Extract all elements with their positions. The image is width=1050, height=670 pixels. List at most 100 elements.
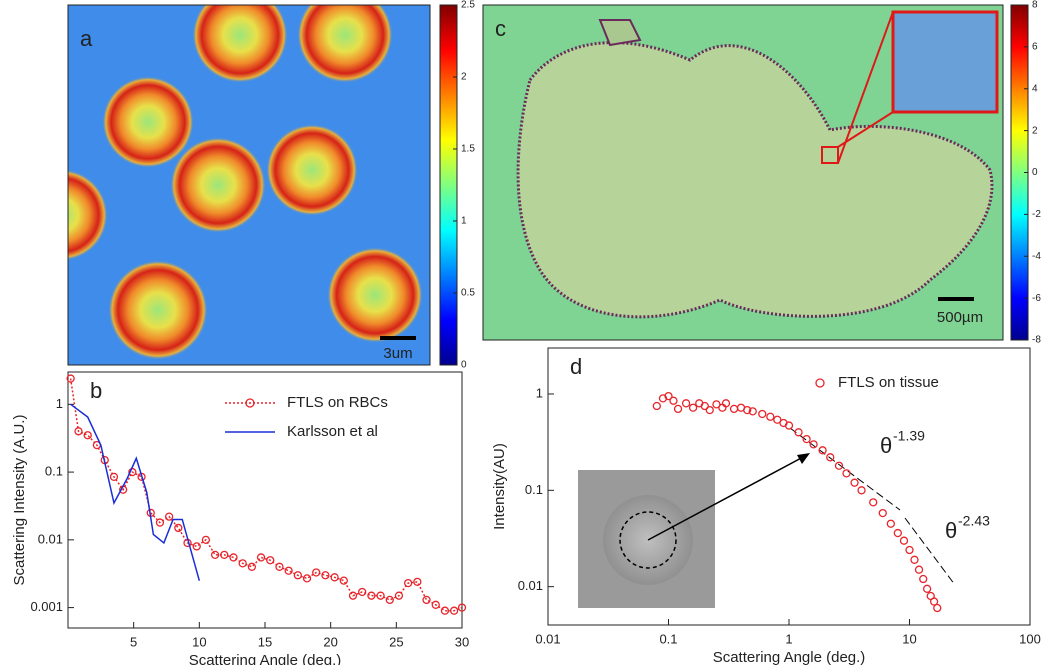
x-tick-label: 20 — [323, 634, 337, 649]
y-axis-label: Intensity(AU) — [491, 443, 508, 530]
data-point — [688, 403, 698, 412]
scale-bar-label: 500µm — [937, 309, 983, 326]
data-point — [174, 523, 183, 533]
colorbar-tick-label: 0.5 — [461, 288, 475, 299]
y-tick-label: 0.01 — [518, 578, 543, 593]
panel-label: b — [90, 378, 102, 403]
data-point — [905, 545, 914, 555]
data-point — [321, 571, 330, 580]
data-point — [348, 591, 358, 600]
data-point — [394, 591, 404, 600]
image-a — [68, 5, 430, 365]
y-axis-label: Scattering Intensity (A.U.) — [11, 415, 28, 586]
data-point — [826, 453, 835, 462]
scale-bar-label: 3um — [383, 345, 412, 362]
data-point — [74, 427, 83, 436]
x-axis-label: Scattering Angle (deg.) — [189, 652, 342, 665]
data-point — [929, 597, 939, 606]
data-point — [743, 405, 752, 415]
x-tick-label: 100 — [1019, 631, 1041, 646]
data-point — [422, 595, 431, 605]
x-tick-label: 25 — [389, 634, 403, 649]
data-point — [404, 578, 413, 588]
data-point — [773, 415, 782, 424]
data-point — [201, 535, 211, 544]
y-tick-label: 1 — [56, 396, 63, 411]
data-point — [834, 461, 844, 470]
data-point — [758, 409, 767, 419]
data-point — [440, 606, 450, 615]
annotation: θ — [945, 518, 957, 543]
data-point — [850, 478, 859, 487]
data-point — [809, 440, 818, 449]
data-point — [330, 573, 339, 582]
image-c — [483, 5, 1003, 340]
data-point — [878, 508, 887, 518]
data-point — [899, 536, 909, 545]
data-point — [109, 472, 119, 482]
y-tick-label: 0.01 — [38, 531, 63, 546]
x-tick-label: 10 — [902, 631, 916, 646]
x-tick-label: 0.01 — [535, 631, 560, 646]
colorbar-tick-label: 2.5 — [461, 0, 475, 11]
data-point — [266, 556, 275, 565]
data-point — [914, 565, 924, 574]
data-point — [910, 555, 919, 564]
data-point — [256, 553, 266, 562]
data-point — [705, 405, 714, 415]
data-point — [302, 574, 312, 583]
colorbar-tick-label: 2 — [461, 72, 467, 83]
legend-label: FTLS on RBCs — [287, 394, 388, 411]
data-point — [457, 603, 467, 612]
colorbar-tick-label: 2 — [1032, 125, 1038, 136]
x-axis-label: Scattering Angle (deg.) — [713, 649, 866, 665]
data-point — [933, 603, 942, 613]
data-point — [247, 562, 257, 571]
data-point — [155, 518, 165, 527]
series-line — [69, 378, 463, 612]
series-line — [70, 403, 201, 581]
data-point — [721, 399, 731, 408]
colorbar-tick-label: 1 — [461, 216, 467, 227]
colorbar — [439, 4, 458, 366]
data-point — [192, 542, 201, 551]
colorbar-tick-label: -6 — [1032, 293, 1041, 304]
data-point — [275, 562, 284, 571]
data-point — [700, 401, 709, 411]
annotation: θ — [880, 433, 892, 458]
data-point — [413, 577, 422, 586]
data-point — [431, 600, 440, 609]
colorbar-tick-label: 8 — [1032, 0, 1038, 11]
y-tick-label: 0.1 — [525, 482, 543, 497]
colorbar-tick-label: 0 — [461, 360, 467, 371]
panel-label: a — [80, 26, 93, 51]
annotation-exponent: -1.39 — [893, 428, 925, 444]
x-tick-label: 10 — [192, 634, 206, 649]
annotation-exponent: -2.43 — [958, 513, 990, 529]
x-tick-label: 30 — [455, 634, 469, 649]
data-point — [842, 469, 851, 478]
data-point — [664, 391, 673, 401]
data-point — [729, 404, 739, 414]
frame — [482, 4, 1004, 341]
colorbar-tick-label: 1.5 — [461, 144, 475, 155]
x-tick-label: 0.1 — [659, 631, 677, 646]
x-tick-label: 15 — [258, 634, 272, 649]
frame — [67, 4, 431, 366]
data-point — [83, 431, 92, 440]
data-point — [376, 591, 385, 600]
data-point — [367, 591, 376, 600]
data-point — [238, 559, 247, 568]
data-point — [164, 512, 174, 521]
data-point — [284, 566, 293, 575]
data-point — [818, 446, 827, 455]
data-point — [784, 421, 794, 430]
y-tick-label: 0.001 — [30, 599, 63, 614]
data-point — [652, 401, 661, 411]
data-point — [358, 587, 367, 597]
colorbar-tick-label: -4 — [1032, 251, 1041, 262]
y-tick-label: 0.1 — [45, 464, 63, 479]
colorbar-tick-label: 6 — [1032, 42, 1038, 53]
data-point — [857, 486, 866, 495]
